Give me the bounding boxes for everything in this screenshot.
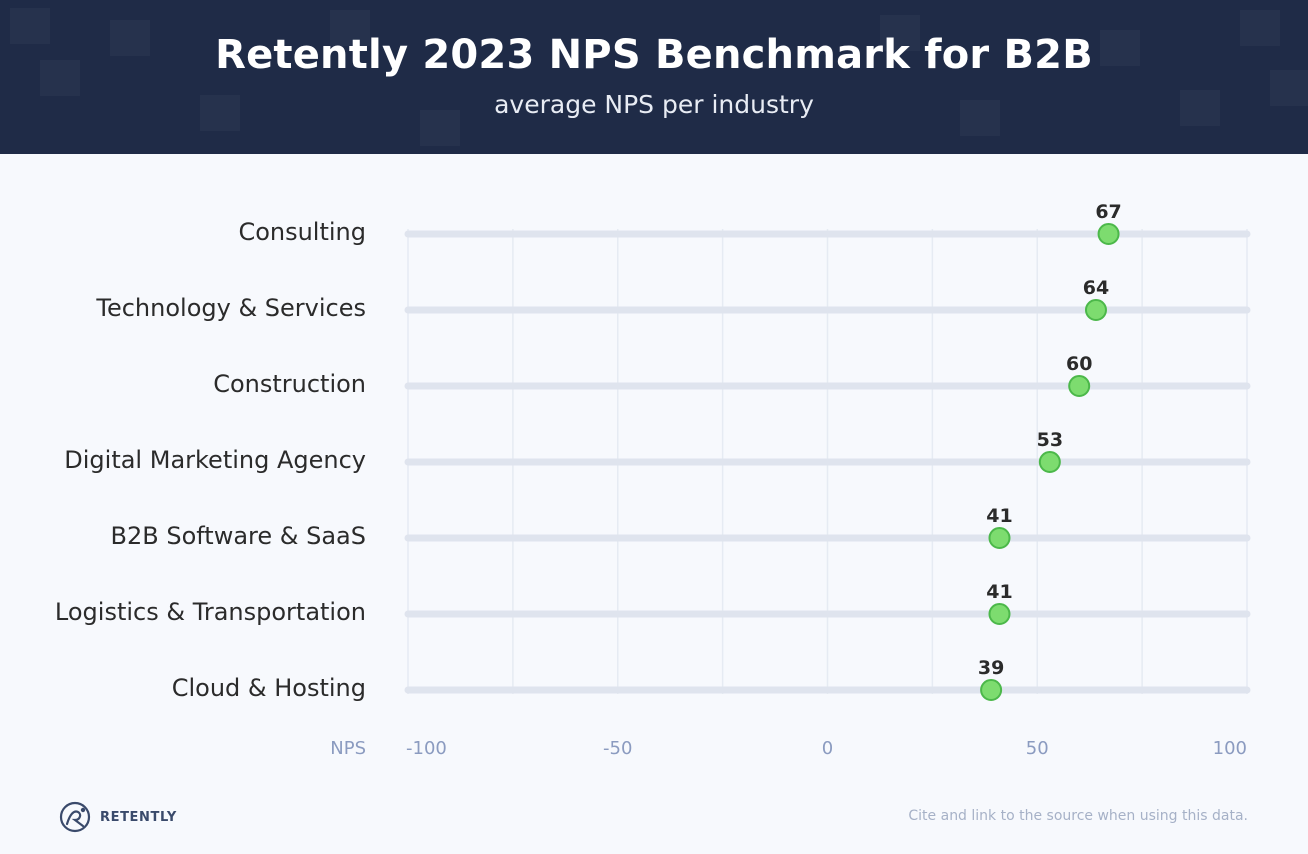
x-axis-label: NPS	[330, 738, 366, 759]
category-label: Construction	[213, 370, 366, 398]
value-label: 53	[1037, 429, 1063, 451]
data-point	[980, 679, 1003, 701]
value-label: 41	[986, 581, 1012, 603]
value-label: 67	[1095, 201, 1121, 223]
data-point	[1038, 451, 1061, 473]
category-label: Digital Marketing Agency	[64, 446, 366, 474]
value-label: 60	[1066, 353, 1092, 375]
header-banner: Retently 2023 NPS Benchmark for B2B aver…	[0, 0, 1308, 154]
data-point	[988, 603, 1011, 625]
chart-title: Retently 2023 NPS Benchmark for B2B	[215, 32, 1093, 78]
value-label: 41	[986, 505, 1012, 527]
data-point	[1084, 299, 1107, 321]
category-label: Cloud & Hosting	[172, 674, 366, 702]
chart-area: Consulting 67 Technology & Services 64 Const…	[0, 154, 1308, 854]
value-label: 64	[1083, 277, 1109, 299]
x-tick-label: -50	[603, 738, 632, 759]
brand-name: RETENTLY	[100, 809, 177, 825]
category-label: Consulting	[238, 218, 366, 246]
retently-logo-icon	[59, 801, 91, 833]
category-label: Logistics & Transportation	[55, 598, 366, 626]
data-point	[1097, 223, 1120, 245]
value-label: 39	[978, 657, 1004, 679]
chart-subtitle: average NPS per industry	[494, 90, 814, 119]
x-tick-label: 100	[1213, 738, 1247, 759]
x-tick-label: 50	[1026, 738, 1049, 759]
x-tick-label: 0	[822, 738, 833, 759]
nps-dot-chart: Consulting 67 Technology & Services 64 Const…	[55, 201, 1251, 759]
category-label: B2B Software & SaaS	[111, 522, 366, 550]
category-label: Technology & Services	[95, 294, 366, 322]
data-point	[1068, 375, 1091, 397]
citation-note: Cite and link to the source when using t…	[908, 808, 1248, 824]
x-tick-label: -100	[406, 738, 447, 759]
retently-logo: RETENTLY	[58, 800, 177, 834]
data-point	[988, 527, 1011, 549]
